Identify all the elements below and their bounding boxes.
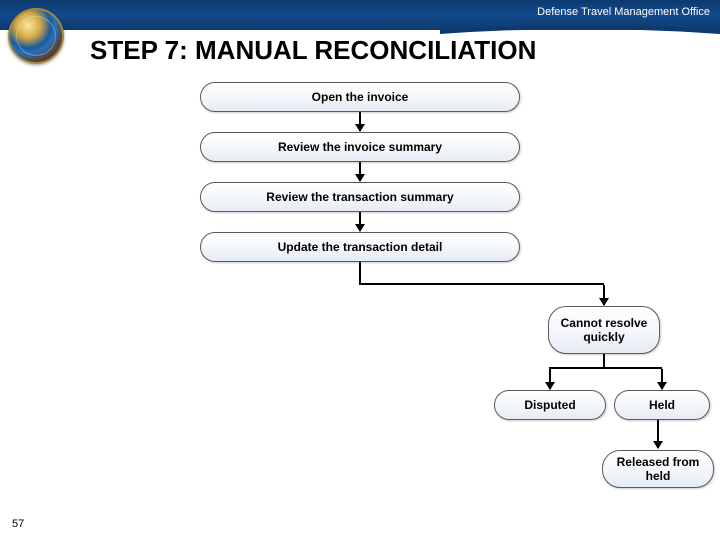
flow-box-label: Update the transaction detail	[278, 240, 443, 254]
flow-box-cannot-resolve: Cannot resolve quickly	[548, 306, 660, 354]
page-number: 57	[12, 518, 24, 530]
arrow-to-6	[549, 369, 551, 389]
flow-box-label: Open the invoice	[312, 90, 409, 104]
flow-box-label: Held	[649, 398, 675, 412]
flow-box-disputed: Disputed	[494, 390, 606, 420]
arrow-to-5	[603, 285, 605, 305]
flow-box-review-invoice-summary: Review the invoice summary	[200, 132, 520, 162]
connector-4-down	[359, 262, 361, 284]
header-office-text: Defense Travel Management Office	[537, 6, 710, 18]
flow-box-label: Review the invoice summary	[278, 140, 442, 154]
arrow-to-7	[661, 369, 663, 389]
arrow-7-8	[657, 420, 659, 448]
page-title: STEP 7: MANUAL RECONCILIATION	[90, 35, 536, 66]
flow-box-open-invoice: Open the invoice	[200, 82, 520, 112]
flow-box-label: Review the transaction summary	[266, 190, 453, 204]
flow-box-label: Released from held	[609, 455, 707, 484]
flow-box-label: Disputed	[524, 398, 575, 412]
flow-box-held: Held	[614, 390, 710, 420]
arrow-2-3	[359, 162, 361, 181]
dod-seal-icon	[8, 8, 64, 64]
flow-box-update-transaction-detail: Update the transaction detail	[200, 232, 520, 262]
connector-5-split	[549, 367, 662, 369]
connector-5-down	[603, 354, 605, 368]
flow-box-released: Released from held	[602, 450, 714, 488]
arrow-3-4	[359, 212, 361, 231]
flow-box-label: Cannot resolve quickly	[555, 316, 653, 345]
flow-box-review-transaction-summary: Review the transaction summary	[200, 182, 520, 212]
arrow-1-2	[359, 112, 361, 131]
connector-4-right	[359, 283, 604, 285]
